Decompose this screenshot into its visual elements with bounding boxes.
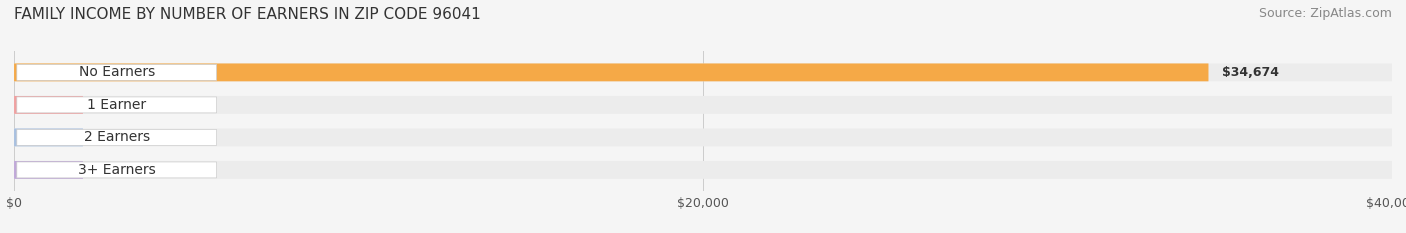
Text: $0: $0 [97,98,112,111]
Text: FAMILY INCOME BY NUMBER OF EARNERS IN ZIP CODE 96041: FAMILY INCOME BY NUMBER OF EARNERS IN ZI… [14,7,481,22]
Text: $34,674: $34,674 [1222,66,1279,79]
Text: No Earners: No Earners [79,65,155,79]
FancyBboxPatch shape [14,161,83,179]
FancyBboxPatch shape [17,97,217,113]
Text: Source: ZipAtlas.com: Source: ZipAtlas.com [1258,7,1392,20]
FancyBboxPatch shape [14,96,1392,114]
Text: $0: $0 [97,131,112,144]
FancyBboxPatch shape [14,63,1209,81]
FancyBboxPatch shape [14,63,1392,81]
FancyBboxPatch shape [14,96,83,114]
FancyBboxPatch shape [17,65,217,80]
Text: 2 Earners: 2 Earners [83,130,150,144]
FancyBboxPatch shape [14,128,1392,146]
FancyBboxPatch shape [14,161,1392,179]
Text: $0: $0 [97,163,112,176]
Text: 1 Earner: 1 Earner [87,98,146,112]
Text: 3+ Earners: 3+ Earners [77,163,156,177]
FancyBboxPatch shape [17,162,217,178]
FancyBboxPatch shape [17,130,217,145]
FancyBboxPatch shape [14,128,83,146]
